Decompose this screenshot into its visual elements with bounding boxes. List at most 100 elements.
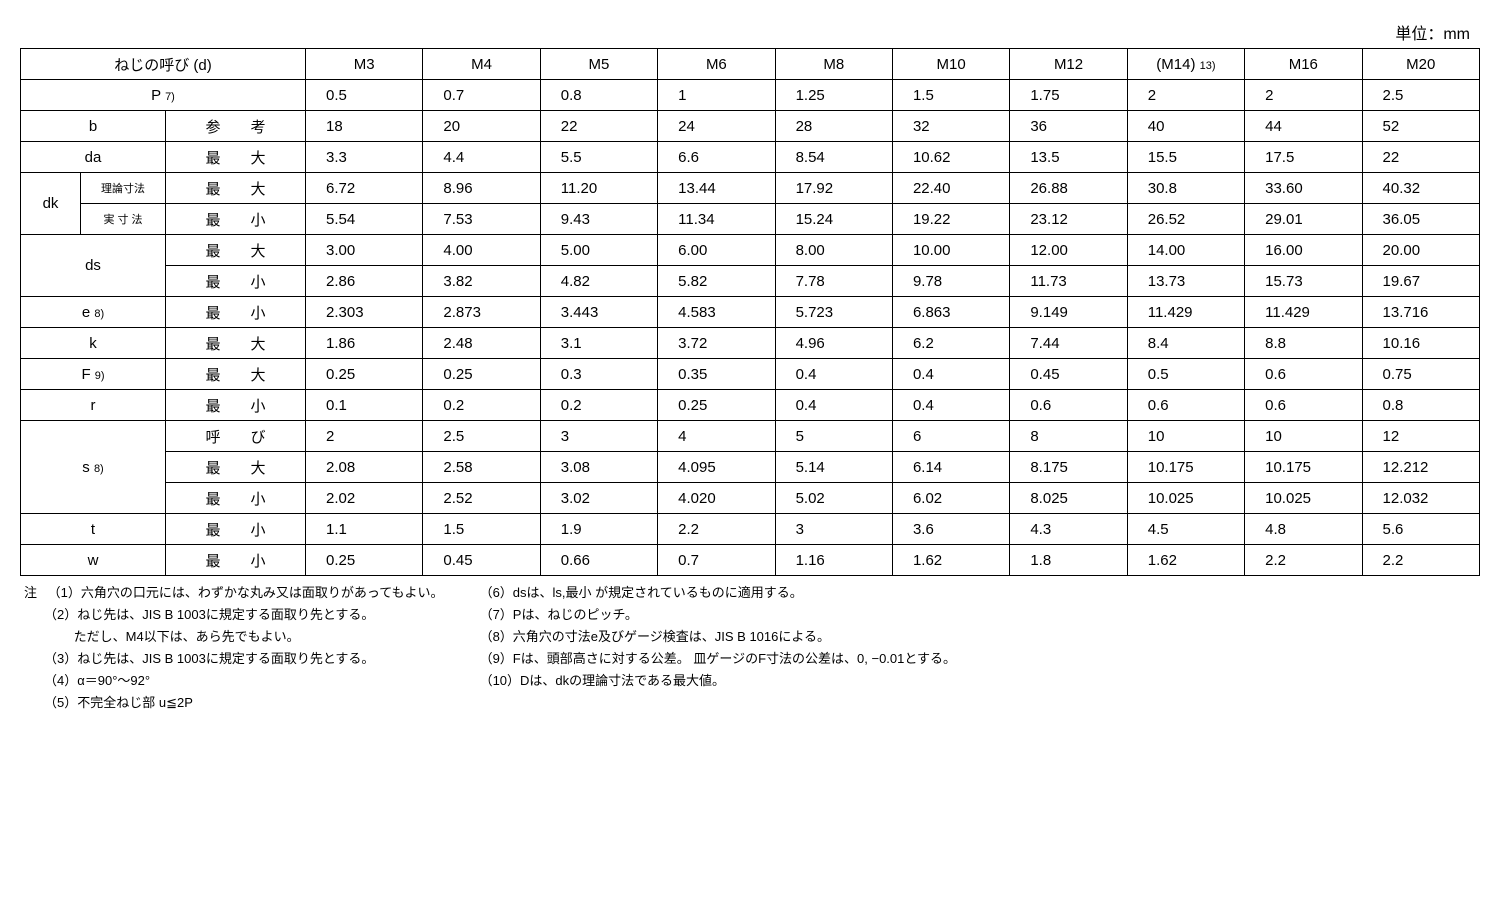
data-cell: 14.00 (1127, 235, 1244, 266)
data-cell: 0.1 (306, 390, 423, 421)
data-cell: 1 (658, 80, 775, 111)
data-cell: 10.175 (1245, 452, 1362, 483)
data-cell: 0.4 (775, 359, 892, 390)
data-cell: 0.6 (1010, 390, 1127, 421)
row-subheader: 最 小 (166, 266, 306, 297)
unit-label: 単位：mm (20, 20, 1480, 44)
data-cell: 2 (306, 421, 423, 452)
data-cell: 2.873 (423, 297, 540, 328)
data-cell: 11.429 (1127, 297, 1244, 328)
data-cell: 7.44 (1010, 328, 1127, 359)
data-cell: 0.3 (540, 359, 657, 390)
data-cell: 2.86 (306, 266, 423, 297)
data-cell: 5.00 (540, 235, 657, 266)
data-cell: 2.303 (306, 297, 423, 328)
data-cell: 5.14 (775, 452, 892, 483)
note-line: （7）Pは、ねじのピッチ。 (480, 607, 638, 622)
data-cell: 5.54 (306, 204, 423, 235)
col-header: M6 (658, 49, 775, 80)
data-cell: 10.00 (892, 235, 1009, 266)
data-cell: 4.583 (658, 297, 775, 328)
data-cell: 4.4 (423, 142, 540, 173)
data-cell: 3.08 (540, 452, 657, 483)
note-line: ただし、M4以下は、あら先でもよい。 (44, 629, 300, 644)
data-cell: 2.58 (423, 452, 540, 483)
data-cell: 0.6 (1245, 359, 1362, 390)
data-cell: 3.1 (540, 328, 657, 359)
row-subheader: 最 小 (166, 514, 306, 545)
note-label: 注 (24, 582, 44, 604)
row-subheader: 最 小 (166, 204, 306, 235)
data-cell: 11.73 (1010, 266, 1127, 297)
col-header: M8 (775, 49, 892, 80)
data-cell: 19.22 (892, 204, 1009, 235)
data-cell: 0.4 (892, 359, 1009, 390)
data-cell: 1.25 (775, 80, 892, 111)
data-cell: 23.12 (1010, 204, 1127, 235)
data-cell: 0.2 (423, 390, 540, 421)
data-cell: 5.02 (775, 483, 892, 514)
spec-table: ねじの呼び (d)M3M4M5M6M8M10M12(M14) 13)M16M20… (20, 48, 1480, 576)
data-cell: 0.8 (540, 80, 657, 111)
data-cell: 8.4 (1127, 328, 1244, 359)
data-cell: 6.6 (658, 142, 775, 173)
data-cell: 13.44 (658, 173, 775, 204)
data-cell: 10 (1127, 421, 1244, 452)
data-cell: 0.5 (1127, 359, 1244, 390)
col-header: M3 (306, 49, 423, 80)
col-header: M10 (892, 49, 1009, 80)
data-cell: 12 (1362, 421, 1479, 452)
data-cell: 7.78 (775, 266, 892, 297)
data-cell: 0.66 (540, 545, 657, 576)
note-line: （5）不完全ねじ部 u≦2P (44, 695, 193, 710)
data-cell: 10.175 (1127, 452, 1244, 483)
data-cell: 4.5 (1127, 514, 1244, 545)
row-header: b (21, 111, 166, 142)
data-cell: 12.00 (1010, 235, 1127, 266)
row-subheader: 実 寸 法 (81, 204, 166, 235)
data-cell: 6.2 (892, 328, 1009, 359)
data-cell: 19.67 (1362, 266, 1479, 297)
data-cell: 5.5 (540, 142, 657, 173)
row-header: dk (21, 173, 81, 235)
data-cell: 0.45 (423, 545, 540, 576)
data-cell: 1.16 (775, 545, 892, 576)
data-cell: 9.43 (540, 204, 657, 235)
col-header: M4 (423, 49, 540, 80)
row-subheader: 最 小 (166, 483, 306, 514)
footnotes: 注 （1）六角穴の口元には、わずかな丸み又は面取りがあってもよい。 （2）ねじ先… (20, 576, 1480, 715)
data-cell: 0.75 (1362, 359, 1479, 390)
data-cell: 0.35 (658, 359, 775, 390)
data-cell: 13.73 (1127, 266, 1244, 297)
note-line: （3）ねじ先は、JIS B 1003に規定する面取り先とする。 (44, 651, 374, 666)
row-subheader: 最 小 (166, 545, 306, 576)
note-line: （8）六角穴の寸法e及びゲージ検査は、JIS B 1016による。 (480, 629, 830, 644)
data-cell: 3 (540, 421, 657, 452)
data-cell: 4 (658, 421, 775, 452)
note-line: （4）α＝90°～92° (44, 673, 150, 688)
data-cell: 4.82 (540, 266, 657, 297)
data-cell: 1.62 (1127, 545, 1244, 576)
data-cell: 22 (540, 111, 657, 142)
row-subheader: 最 大 (166, 359, 306, 390)
data-cell: 11.20 (540, 173, 657, 204)
data-cell: 0.7 (423, 80, 540, 111)
data-cell: 40 (1127, 111, 1244, 142)
col-header: M20 (1362, 49, 1479, 80)
row-subheader: 最 大 (166, 328, 306, 359)
data-cell: 3.6 (892, 514, 1009, 545)
data-cell: 0.6 (1127, 390, 1244, 421)
col-header: M5 (540, 49, 657, 80)
data-cell: 5.82 (658, 266, 775, 297)
data-cell: 10 (1245, 421, 1362, 452)
data-cell: 30.8 (1127, 173, 1244, 204)
data-cell: 3 (775, 514, 892, 545)
data-cell: 8 (1010, 421, 1127, 452)
data-cell: 5.6 (1362, 514, 1479, 545)
data-cell: 22 (1362, 142, 1479, 173)
data-cell: 0.25 (658, 390, 775, 421)
data-cell: 1.1 (306, 514, 423, 545)
data-cell: 4.8 (1245, 514, 1362, 545)
row-header: r (21, 390, 166, 421)
data-cell: 9.149 (1010, 297, 1127, 328)
